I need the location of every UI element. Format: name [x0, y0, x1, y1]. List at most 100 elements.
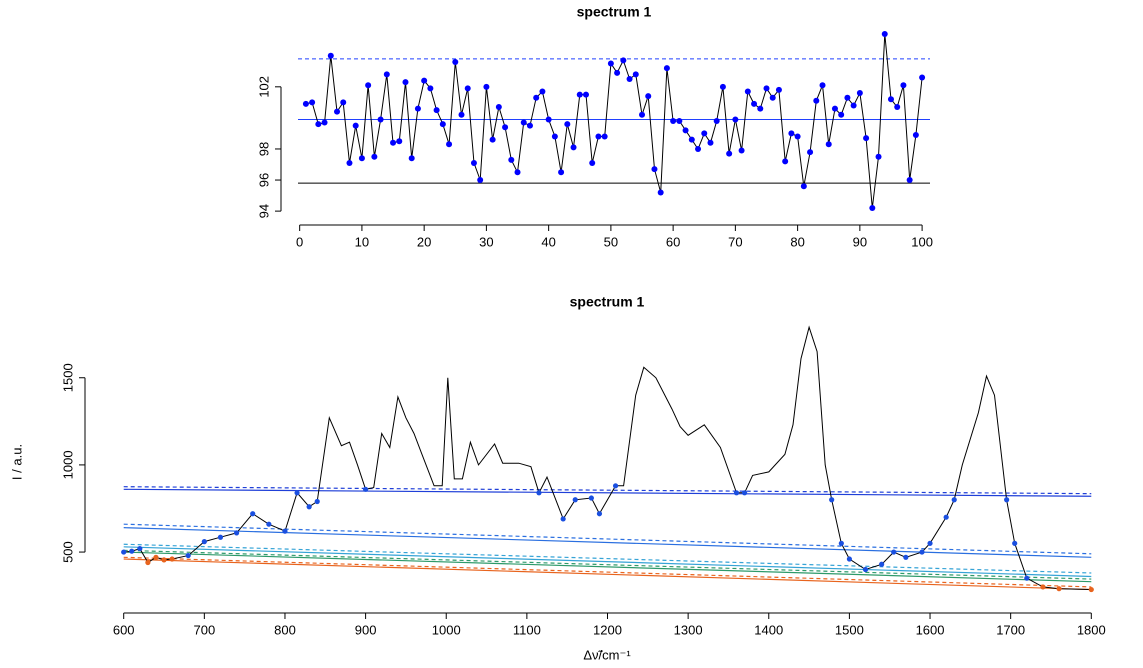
data-point [470, 159, 477, 166]
data-point [912, 131, 919, 138]
y-tick-label: 500 [60, 541, 75, 563]
data-point [414, 105, 421, 112]
data-point [161, 557, 167, 563]
data-point [639, 111, 646, 118]
data-point [570, 144, 577, 151]
y-tick-label: 102 [256, 76, 271, 98]
data-point [315, 121, 322, 128]
data-point [601, 133, 608, 140]
data-point [458, 111, 465, 118]
data-point [906, 177, 913, 184]
data-point [819, 82, 826, 89]
data-point [829, 497, 835, 503]
data-point [846, 556, 852, 562]
spectrum-line [305, 33, 923, 209]
data-point [763, 85, 770, 92]
data-point [838, 540, 844, 546]
baseline [123, 556, 1092, 588]
data-point [782, 158, 789, 165]
data-point [1024, 575, 1030, 581]
data-point [302, 100, 309, 107]
data-point [943, 514, 949, 520]
y-tick-label: 1000 [60, 450, 75, 479]
data-point [558, 169, 565, 176]
y-tick-label: 96 [256, 173, 271, 187]
x-tick-label: 1300 [674, 622, 703, 637]
data-point [508, 156, 515, 163]
data-point [614, 69, 621, 76]
data-point [514, 169, 521, 176]
data-point [533, 94, 540, 101]
data-point [266, 521, 272, 527]
data-point [595, 133, 602, 140]
baseline [123, 527, 1092, 558]
y-tick-label: 98 [256, 142, 271, 156]
data-point [881, 30, 888, 37]
data-point [520, 119, 527, 126]
x-tick-label: 700 [193, 622, 215, 637]
data-point [477, 177, 484, 184]
data-point [572, 497, 578, 503]
data-point [250, 511, 256, 517]
data-point [741, 490, 748, 496]
x-tick-label: 800 [274, 622, 296, 637]
data-point [844, 94, 851, 101]
data-point [757, 105, 764, 112]
data-point [732, 116, 739, 123]
data-point [153, 554, 159, 560]
x-tick-label: 20 [417, 234, 431, 249]
x-tick-label: 30 [479, 234, 493, 249]
data-point [588, 495, 594, 501]
data-point [309, 99, 316, 106]
data-point [713, 118, 720, 124]
x-tick-label: 80 [790, 234, 804, 249]
baseline [123, 543, 1092, 574]
data-point [800, 183, 807, 190]
data-point [201, 539, 207, 545]
data-point [564, 121, 571, 128]
y-axis-label: I / a.u. [9, 444, 24, 480]
data-point [657, 189, 664, 196]
data-point [446, 141, 453, 148]
x-tick-label: 50 [604, 234, 618, 249]
data-point [560, 516, 566, 522]
data-point [744, 88, 751, 95]
data-point [427, 85, 434, 92]
data-point [596, 511, 603, 517]
data-point [863, 135, 870, 142]
data-point [137, 545, 143, 552]
data-point [365, 82, 372, 89]
data-point [233, 530, 240, 536]
data-point [545, 116, 552, 123]
data-point [495, 104, 502, 111]
data-point [670, 118, 677, 124]
data-point [719, 83, 726, 90]
data-point [576, 91, 583, 98]
data-point [340, 99, 347, 106]
x-tick-label: 600 [113, 622, 135, 637]
data-point [352, 122, 359, 129]
data-point [626, 76, 633, 83]
data-point [900, 82, 907, 89]
data-point [738, 147, 745, 154]
x-tick-label: 1700 [996, 622, 1025, 637]
baseline [123, 549, 1092, 580]
data-point [788, 130, 795, 137]
baseline [123, 523, 1092, 555]
data-point [875, 153, 882, 160]
data-point [327, 52, 334, 59]
data-point [1088, 586, 1094, 593]
data-point [887, 96, 894, 103]
data-point [408, 155, 415, 162]
data-point [807, 149, 814, 156]
data-point [695, 145, 702, 152]
data-point [733, 490, 740, 496]
data-point [539, 88, 546, 95]
data-point [145, 559, 151, 566]
data-point [645, 93, 652, 100]
x-tick-label: 1400 [754, 622, 783, 637]
data-point [612, 483, 619, 489]
data-point [856, 90, 863, 97]
x-tick-label: 0 [296, 234, 303, 249]
chart-title: spectrum 1 [570, 294, 645, 310]
